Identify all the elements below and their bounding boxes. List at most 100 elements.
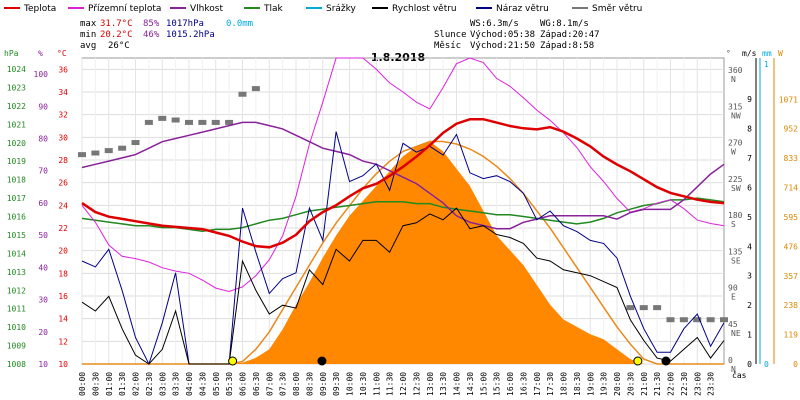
temp-tick-label: 12	[58, 337, 68, 346]
wind-tick-label: 1	[747, 331, 752, 340]
moonrise-marker	[661, 356, 671, 366]
solar-tick-label: 1071	[779, 95, 798, 104]
dir-tick-label: 45	[728, 320, 738, 329]
dir-tick-label: 315	[728, 102, 743, 111]
wind-dir-mark	[706, 317, 715, 323]
dir-tick-label: S	[731, 220, 736, 229]
stats-max-label: max	[80, 19, 97, 29]
solar-tick-label: 119	[784, 331, 799, 340]
x-tick-label: 01:00	[105, 372, 114, 396]
wind-tick-label: 2	[747, 301, 752, 310]
x-tick-label: 16:30	[519, 372, 528, 396]
x-tick-label: 21:30	[653, 372, 662, 396]
hum-tick-label: 20	[38, 328, 48, 337]
legend: Teplota Přízemní teplota Vlhkost Tlak Sr…	[4, 4, 642, 14]
solar-unit-label: W	[778, 49, 783, 58]
x-tick-label: 15:00	[479, 372, 488, 396]
press-tick-label: 1011	[7, 305, 26, 314]
stats-ws: WS:6.3m/s	[470, 19, 519, 29]
hum-tick-label: 60	[38, 199, 48, 208]
temp-tick-label: 24	[58, 201, 68, 210]
dir-tick-label: E	[731, 293, 736, 302]
temp-tick-label: 18	[58, 269, 68, 278]
x-tick-label: 12:00	[399, 372, 408, 396]
wind-dir-mark	[131, 140, 140, 146]
temp-unit-label: °C	[57, 49, 67, 58]
press-tick-label: 1015	[7, 231, 26, 240]
x-tick-label: 17:30	[546, 372, 555, 396]
stats-avg-label: avg	[80, 41, 96, 51]
temp-tick-label: 20	[58, 247, 68, 256]
hum-tick-label: 50	[38, 231, 48, 240]
legend-humidity: Vlhkost	[190, 4, 223, 14]
temp-tick-label: 32	[58, 111, 68, 120]
x-tick-label: 15:30	[493, 372, 502, 396]
stats-min-hum: 46%	[143, 30, 160, 40]
wind-tick-label: 4	[747, 242, 752, 251]
hum-unit-label: %	[38, 49, 43, 58]
solar-tick-label: 952	[784, 125, 799, 134]
press-tick-label: 1018	[7, 176, 26, 185]
x-tick-label: 06:00	[239, 372, 248, 396]
wind-dir-mark	[91, 150, 100, 156]
solar-tick-label: 476	[784, 242, 799, 251]
x-tick-label: 11:00	[372, 372, 381, 396]
dir-tick-label: N	[731, 365, 736, 374]
legend-ground-temp: Přízemní teplota	[88, 4, 161, 14]
wind-dir-mark	[679, 317, 688, 323]
x-tick-label: 02:00	[132, 372, 141, 396]
x-tick-label: 23:00	[693, 372, 702, 396]
x-tick-label: 00:00	[78, 372, 87, 396]
stats-max-hum: 85%	[143, 19, 160, 29]
dir-tick-label: SW	[731, 184, 741, 193]
wind-tick-label: 6	[747, 183, 752, 192]
plot-layer	[78, 57, 728, 366]
dir-tick-label: NE	[731, 329, 741, 338]
press-tick-label: 1021	[7, 120, 26, 129]
time-unit-label: čas	[732, 370, 747, 380]
press-tick-label: 1008	[7, 360, 26, 369]
hum-tick-label: 40	[38, 263, 48, 272]
x-tick-label: 05:00	[212, 372, 221, 396]
wind-dir-mark	[144, 119, 153, 125]
x-tick-label: 22:30	[680, 372, 689, 396]
x-tick-label: 04:00	[185, 372, 194, 396]
humidity-line	[81, 121, 725, 230]
wind-dir-mark	[171, 117, 180, 123]
wind-dir-mark	[198, 119, 207, 125]
wind-dir-mark	[118, 145, 127, 151]
x-tick-label: 20:00	[613, 372, 622, 396]
dir-tick-label: N	[731, 75, 736, 84]
press-tick-label: 1014	[7, 249, 26, 258]
x-tick-label: 11:30	[386, 372, 395, 396]
hum-tick-label: 10	[38, 360, 48, 369]
wind-dir-mark	[238, 91, 247, 97]
sunrise-marker	[228, 356, 238, 366]
x-tick-label: 13:30	[439, 372, 448, 396]
solar-tick-label: 238	[784, 301, 799, 310]
stats-min-temp: 20.2°C	[100, 30, 133, 40]
press-tick-label: 1019	[7, 157, 26, 166]
press-tick-label: 1023	[7, 83, 26, 92]
press-tick-label: 1024	[7, 65, 26, 74]
dir-tick-label: SE	[731, 256, 741, 265]
press-tick-label: 1020	[7, 139, 26, 148]
wind-dir-mark	[225, 119, 234, 125]
rain-tick-label: 1	[764, 60, 769, 69]
wind-dir-mark	[693, 317, 702, 323]
temp-tick-label: 26	[58, 179, 68, 188]
legend-wind-gust: Náraz větru	[496, 4, 549, 14]
wind-dir-mark	[104, 148, 113, 154]
x-tick-label: 07:30	[279, 372, 288, 396]
x-tick-label: 09:30	[332, 372, 341, 396]
temp-tick-label: 22	[58, 224, 68, 233]
wind-tick-label: 5	[747, 213, 752, 222]
wind-dir-mark	[211, 119, 220, 125]
press-tick-label: 1022	[7, 102, 26, 111]
x-tick-label: 22:00	[667, 372, 676, 396]
wind-tick-label: 9	[747, 95, 752, 104]
x-tick-label: 20:30	[626, 372, 635, 396]
dir-tick-label: W	[731, 148, 736, 157]
pressure-line	[81, 197, 725, 233]
x-tick-label: 14:00	[453, 372, 462, 396]
